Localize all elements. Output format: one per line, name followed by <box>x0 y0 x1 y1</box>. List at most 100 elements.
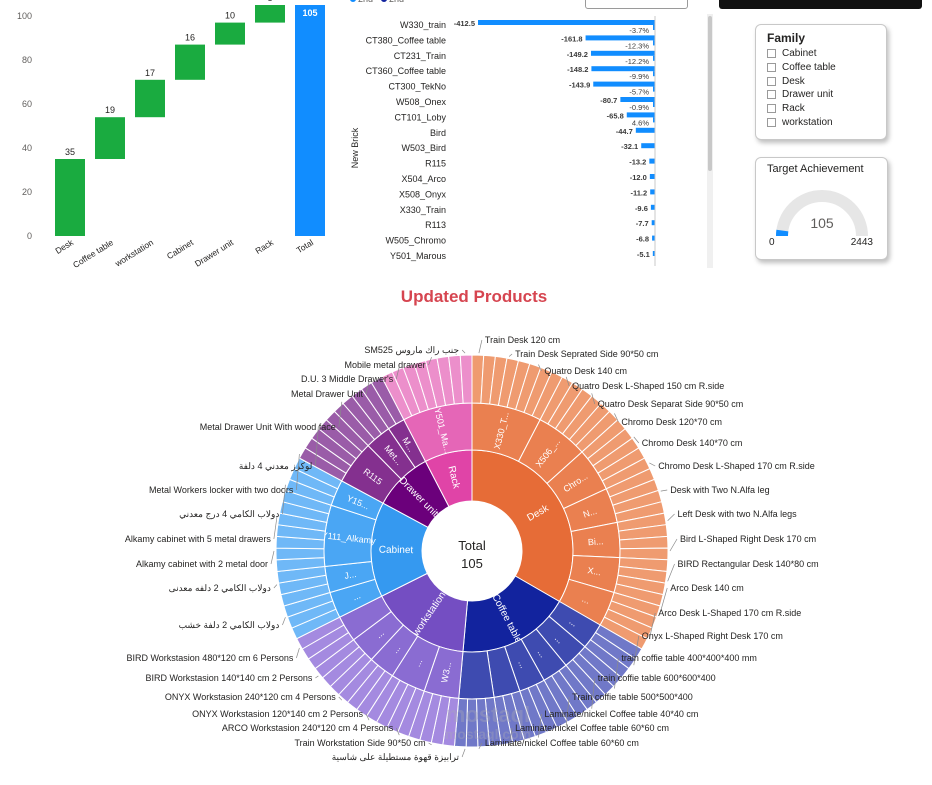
bar-category-label: W330_train <box>400 20 446 30</box>
leaf-callout-label: Train Desk Seprated Side 90*50 cm <box>515 349 658 359</box>
pct-marker <box>653 117 655 123</box>
bar <box>652 235 655 241</box>
gauge-max: 2443 <box>851 237 874 248</box>
x-tick-label: workstation <box>112 237 155 269</box>
callout-line <box>273 584 278 589</box>
callout-line <box>296 453 300 491</box>
sunburst-group-label: Cabinet <box>379 545 414 557</box>
bar-category-label: W508_Onex <box>396 97 447 107</box>
sunburst-sub-label: ... <box>581 594 592 606</box>
leaf-callout-label: Chromo Desk 140*70 cm <box>642 438 743 448</box>
bar-value-label: -9.6 <box>635 204 648 213</box>
target-achievement-gauge: Target Achievement 105 0 2443 <box>755 157 888 260</box>
leaf-callout-label: Chromo Desk 120*70 cm <box>621 417 722 427</box>
waterfall-bar <box>55 159 85 236</box>
leaf-callout-label: Alkamy cabinet with 5 metal drawers <box>125 534 272 544</box>
callout-line <box>660 489 668 492</box>
bar-pct-label: -3.7% <box>629 26 649 35</box>
watermark-line2: mostaql.com <box>444 726 532 742</box>
slicer-option-rack[interactable]: Rack <box>767 103 805 114</box>
slicer-option-cabinet[interactable]: Cabinet <box>767 48 816 59</box>
bar <box>585 35 655 41</box>
callout-line <box>565 696 570 726</box>
callout-line <box>428 357 432 366</box>
bar-value-label: -5.1 <box>637 250 650 259</box>
checkbox[interactable] <box>767 49 776 58</box>
leaf-callout-label: ONYX Workstasion 240*120 cm 4 Persons <box>165 692 336 702</box>
callout-line <box>591 393 596 405</box>
bar-chart-legend: 2nd 2nd <box>350 0 404 4</box>
bar <box>652 251 655 256</box>
sunburst-sub-label: Bi... <box>588 536 604 547</box>
legend-label: 2nd <box>389 0 404 4</box>
slicer-option-label: workstation <box>782 117 833 128</box>
pct-marker <box>653 40 655 46</box>
waterfall-bar <box>295 5 325 236</box>
sunburst-sub-label: ... <box>516 659 528 670</box>
gauge-track <box>776 190 868 237</box>
slicer-option-label: Rack <box>782 103 805 114</box>
checkbox[interactable] <box>767 77 776 86</box>
slicer-option-label: Cabinet <box>782 48 817 59</box>
callout-line <box>669 538 678 552</box>
slicer-option-label: Desk <box>782 76 805 87</box>
waterfall-bar <box>95 117 125 159</box>
checkbox[interactable] <box>767 118 776 127</box>
leaf-callout-label: SM525 جنب راك ماروس <box>364 345 459 356</box>
waterfall-bar <box>215 22 245 45</box>
leaf-callout-label: دولاب الكامي 2 دلفة خشب <box>179 620 280 631</box>
callout-line <box>478 742 483 750</box>
data-label: 19 <box>105 105 115 115</box>
callout-line <box>649 612 656 640</box>
callout-line <box>296 647 300 659</box>
leaf-callout-label: ONYX Workstasion 120*140 cm 2 Persons <box>192 709 363 719</box>
y-tick-label: 40 <box>22 143 32 153</box>
leaf-callout-label: Quatro Desk L-Shaped 150 cm R.side <box>572 381 724 391</box>
checkbox[interactable] <box>767 63 776 72</box>
slicer-option-coffee-table[interactable]: Coffee table <box>767 62 836 73</box>
leaf-callout-label: Metal Drawer Unit With wood face <box>200 422 336 432</box>
waterfall-bar <box>255 5 285 23</box>
bar-pct-label: -12.2% <box>625 57 649 66</box>
callout-line <box>365 713 370 721</box>
x-tick-label: Coffee table <box>71 237 115 270</box>
bar-category-label: W505_Chromo <box>385 236 446 246</box>
callout-line <box>614 657 619 689</box>
checkbox[interactable] <box>767 104 776 113</box>
leaf-callout-label: Bird L-Shaped Right Desk 170 cm <box>680 534 816 544</box>
slicer-option-drawer-unit[interactable]: Drawer unit <box>767 89 833 100</box>
slicer-option-desk[interactable]: Desk <box>767 76 805 87</box>
bar <box>478 20 655 25</box>
y-tick-label: 60 <box>22 99 32 109</box>
callout-line <box>338 696 343 701</box>
checkbox[interactable] <box>767 90 776 99</box>
scrollbar-thumb <box>708 16 712 171</box>
bar <box>593 81 655 87</box>
leaf-callout-label: Laminate/nickel Coffee table 40*40 cm <box>544 709 698 719</box>
bar-category-label: CT231_Train <box>394 51 446 61</box>
waterfall-bar <box>135 79 165 118</box>
sunburst-center-value: 105 <box>461 556 483 571</box>
slicer-option-workstation[interactable]: workstation <box>767 117 833 128</box>
sunburst-title: Updated Products <box>400 287 548 306</box>
bar-category-label: CT360_Coffee table <box>366 66 446 76</box>
leaf-callout-label: Metal Workers locker with two doors <box>149 485 294 495</box>
sunburst-sub-label: ... <box>536 648 548 660</box>
header-bar-fragment <box>719 0 922 9</box>
legend-label: 2nd <box>358 0 373 4</box>
sunburst-group-label: Rack <box>445 465 461 491</box>
callout-line <box>633 635 640 666</box>
callout-line <box>270 550 275 565</box>
bar-category-label: CT300_TekNo <box>388 82 446 92</box>
bar <box>591 66 655 72</box>
callout-line <box>428 742 432 746</box>
bar <box>590 50 655 56</box>
slicer-title: Family <box>767 31 806 45</box>
sunburst-sub-label: ... <box>351 590 362 602</box>
bar <box>641 143 655 149</box>
family-slicer: Family Cabinet Coffee table Desk Drawer … <box>755 24 887 140</box>
y-axis-title: New Brick <box>350 127 360 168</box>
waterfall-chart: 0 20 40 60 80 100 35 Desk 19 Coffee table 17 workst… <box>17 0 325 270</box>
pct-marker <box>653 55 655 61</box>
bar-value-label: -149.2 <box>567 50 588 59</box>
